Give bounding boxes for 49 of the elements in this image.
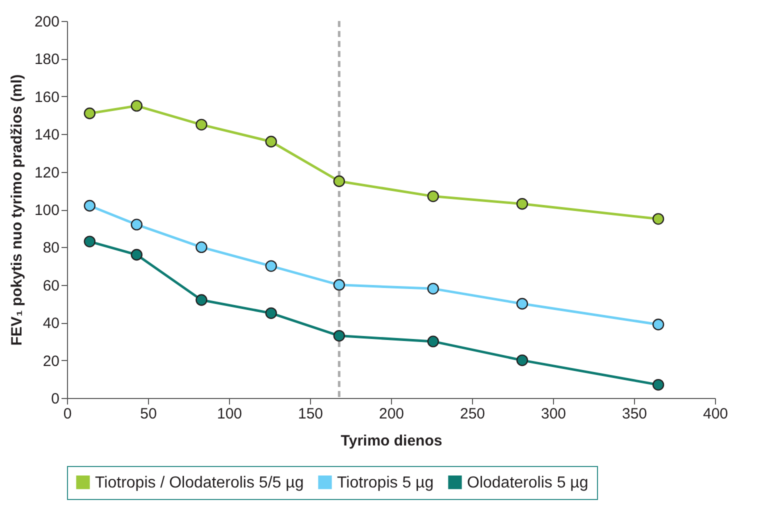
point [196, 118, 208, 131]
x-tick-label: 400 [702, 406, 728, 422]
y-tick-label: 120 [34, 164, 60, 182]
x-tick-label: 300 [540, 406, 566, 422]
point [84, 236, 96, 248]
point [84, 108, 96, 120]
point [265, 260, 277, 272]
point [427, 282, 439, 295]
x-tick-label: 150 [298, 406, 324, 422]
point [130, 218, 143, 230]
point [516, 354, 528, 366]
y-tick-label: 20 [42, 352, 60, 370]
x-tick-label: 350 [622, 406, 648, 422]
point [427, 336, 439, 348]
y-tick-label: 180 [34, 51, 60, 68]
y-tick-label: 80 [42, 240, 60, 257]
y-tick-label: 60 [42, 277, 60, 294]
point [427, 190, 439, 202]
point [333, 279, 346, 291]
legend-label: Olodaterolis 5 µg [467, 474, 588, 492]
x-axis-title: Tyrimo dienos [340, 432, 442, 450]
x-tick-label: 200 [378, 406, 404, 422]
y-tick-label: 40 [42, 315, 60, 332]
point [196, 241, 208, 254]
x-tick-label: 50 [140, 406, 157, 422]
y-tick-label: 140 [34, 126, 60, 144]
point [516, 298, 528, 310]
point [516, 198, 528, 210]
y-tick-label: 100 [34, 202, 60, 219]
legend-label: Tiotropis / Olodaterolis 5/5 µg [95, 474, 304, 492]
point [265, 136, 277, 148]
point [652, 213, 664, 225]
y-tick-label: 160 [34, 88, 60, 106]
point [130, 100, 143, 112]
point [130, 248, 143, 261]
point [652, 378, 664, 391]
point [84, 200, 96, 212]
point [652, 318, 664, 330]
point [333, 175, 346, 188]
y-tick-label: 200 [34, 14, 60, 30]
point [265, 307, 277, 320]
x-tick-label: 100 [216, 406, 242, 422]
x-tick-label: 0 [63, 406, 72, 422]
point [196, 294, 208, 306]
point [333, 330, 346, 342]
legend-label: Tiotropis 5 µg [337, 474, 434, 492]
y-tick-label: 0 [51, 390, 60, 408]
x-tick-label: 250 [460, 406, 486, 422]
y-axis-title: FEV₁ pokytis nuo tyrimo pradžios (ml) [8, 74, 26, 346]
